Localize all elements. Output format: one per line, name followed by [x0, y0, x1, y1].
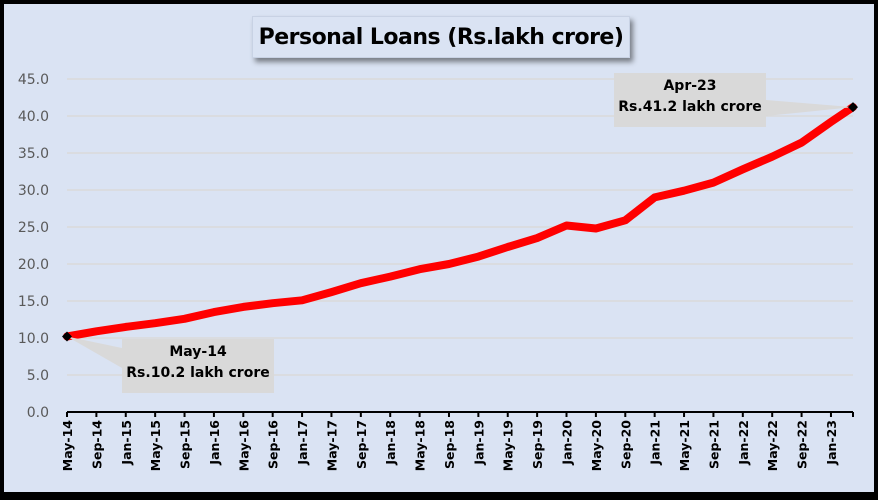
y-tick-label: 45.0 [18, 72, 49, 88]
x-tick-label: May-17 [324, 420, 339, 471]
end-marker-diamond [848, 102, 858, 113]
x-tick-label: Jan-16 [207, 420, 222, 466]
x-tick-label: Jan-22 [736, 420, 751, 466]
x-tick-label: Jan-23 [824, 420, 839, 466]
x-tick-label: May-22 [765, 420, 780, 471]
personal-loans-line [63, 103, 857, 341]
y-tick-label: 15.0 [18, 294, 49, 310]
x-tick-label: Sep-17 [354, 420, 369, 469]
callout-end: Apr-23 Rs.41.2 lakh crore [614, 73, 766, 127]
y-tick-label: 35.0 [18, 146, 49, 162]
y-axis-labels: 0.0 5.0 10.0 15.0 20.0 25.0 30.0 35.0 40.0 45.0 [18, 72, 49, 421]
callout-start: May-14 Rs.10.2 lakh crore [122, 339, 274, 393]
x-tick-label: May-16 [236, 420, 251, 472]
y-tick-label: 25.0 [18, 220, 49, 236]
x-axis: May-14 Sep-14 Jan-15 May-15 Sep-15 Jan-16 May-… [60, 411, 854, 472]
x-tick-label: May-15 [148, 420, 163, 471]
y-tick-label: 0.0 [27, 405, 49, 421]
x-tick-label: Jan-19 [471, 420, 486, 466]
x-tick-label: May-20 [589, 420, 604, 472]
x-tick-label: Sep-19 [530, 420, 545, 469]
callout-pointer-end [766, 100, 853, 116]
x-tick-label: Sep-16 [266, 420, 281, 469]
callout-start-value: Rs.10.2 lakh crore [126, 365, 270, 381]
x-tick-label: Jan-21 [648, 420, 663, 466]
callout-end-date: Apr-23 [663, 78, 717, 94]
x-tick-label: Sep-21 [706, 420, 721, 469]
start-marker-diamond [62, 331, 72, 342]
callout-pointer-start [67, 336, 122, 368]
x-tick-label: Sep-22 [795, 420, 810, 469]
callout-start-date: May-14 [169, 344, 227, 360]
x-tick-label: May-21 [677, 420, 692, 471]
x-tick-label: Jan-18 [383, 420, 398, 466]
x-tick-label: May-14 [60, 420, 75, 472]
y-tick-label: 30.0 [18, 183, 49, 199]
x-tick-label: May-19 [501, 420, 516, 471]
y-tick-label: 20.0 [18, 257, 49, 273]
x-tick-label: Sep-18 [442, 420, 457, 469]
x-tick-label: Jan-15 [119, 420, 134, 466]
x-tick-label: Sep-20 [618, 420, 633, 469]
chart-title-box: Personal Loans (Rs.lakh crore) [252, 16, 630, 58]
x-tick-label: Jan-17 [295, 420, 310, 466]
x-tick-label: Sep-15 [178, 420, 193, 469]
y-tick-label: 40.0 [18, 109, 49, 125]
chart-title: Personal Loans (Rs.lakh crore) [258, 24, 624, 50]
x-tick-label: Jan-20 [560, 420, 575, 466]
x-tick-label: May-18 [413, 420, 428, 471]
y-tick-label: 10.0 [18, 331, 49, 347]
y-tick-label: 5.0 [27, 368, 49, 384]
callout-end-value: Rs.41.2 lakh crore [618, 99, 762, 115]
x-tick-label: Sep-14 [89, 420, 104, 469]
